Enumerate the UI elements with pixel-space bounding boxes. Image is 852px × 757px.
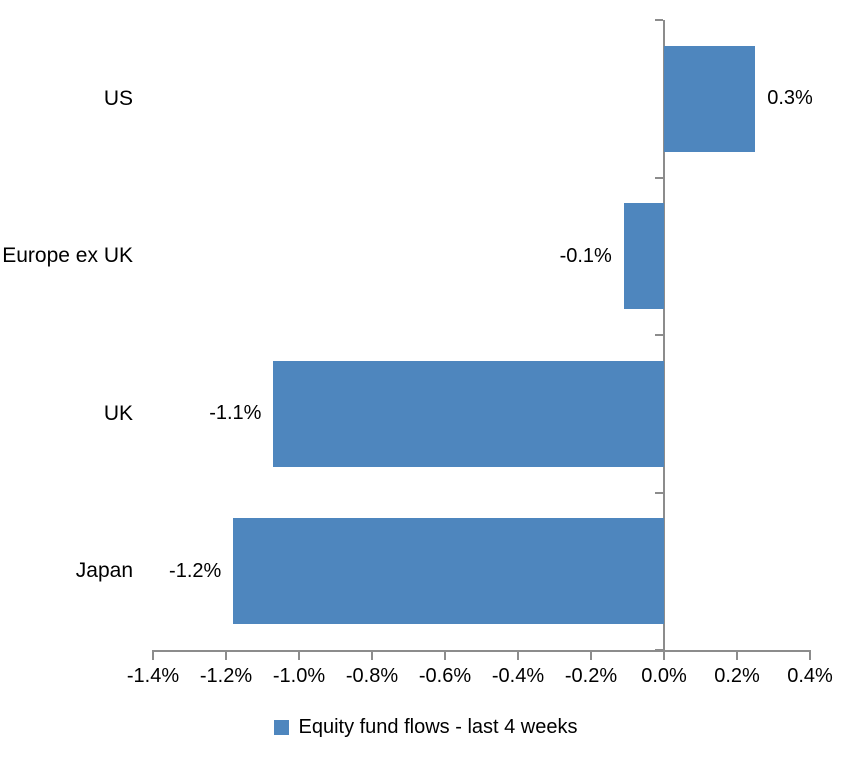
x-tick-label: -1.0% bbox=[272, 665, 326, 687]
x-axis-tick bbox=[736, 652, 738, 660]
bar bbox=[664, 45, 756, 152]
zero-axis-tick bbox=[655, 334, 663, 336]
x-tick-label: -0.4% bbox=[491, 665, 545, 687]
x-axis-tick bbox=[444, 652, 446, 660]
legend-label: Equity fund flows - last 4 weeks bbox=[298, 716, 578, 738]
bar bbox=[623, 203, 664, 310]
value-label: -1.2% bbox=[169, 559, 222, 582]
x-tick-label: 0.0% bbox=[641, 665, 687, 687]
x-tick-label: 0.2% bbox=[714, 665, 760, 687]
x-axis-tick bbox=[225, 652, 227, 660]
x-tick-label: -1.4% bbox=[126, 665, 180, 687]
category-label: Japan bbox=[75, 559, 133, 583]
bar bbox=[273, 360, 664, 467]
x-tick-label: -0.8% bbox=[345, 665, 399, 687]
x-axis-line bbox=[152, 650, 811, 652]
x-axis-tick bbox=[809, 652, 811, 660]
x-axis-tick bbox=[663, 652, 665, 660]
zero-axis-tick bbox=[655, 649, 663, 651]
category-label: US bbox=[103, 86, 133, 110]
value-label: -1.1% bbox=[209, 402, 262, 425]
zero-axis-line bbox=[663, 20, 665, 650]
x-tick-label: -0.2% bbox=[564, 665, 618, 687]
bar bbox=[233, 518, 664, 625]
legend-marker-icon bbox=[274, 720, 290, 735]
zero-axis-tick bbox=[655, 19, 663, 21]
x-axis-tick bbox=[298, 652, 300, 660]
zero-axis-tick bbox=[655, 176, 663, 179]
x-axis-tick bbox=[590, 652, 592, 660]
x-tick-label: 0.4% bbox=[787, 665, 833, 687]
x-tick-label: -0.6% bbox=[418, 665, 472, 687]
x-axis-tick bbox=[371, 652, 373, 660]
value-label: -0.1% bbox=[559, 244, 612, 267]
x-tick-label: -1.2% bbox=[199, 665, 253, 687]
category-label: Europe ex UK bbox=[2, 244, 133, 268]
category-label: UK bbox=[103, 401, 133, 425]
value-label: 0.3% bbox=[767, 87, 813, 110]
legend: Equity fund flows - last 4 weeks bbox=[0, 716, 852, 739]
zero-axis-tick bbox=[655, 491, 663, 494]
x-axis-tick bbox=[517, 652, 519, 660]
x-axis-tick bbox=[152, 652, 154, 660]
